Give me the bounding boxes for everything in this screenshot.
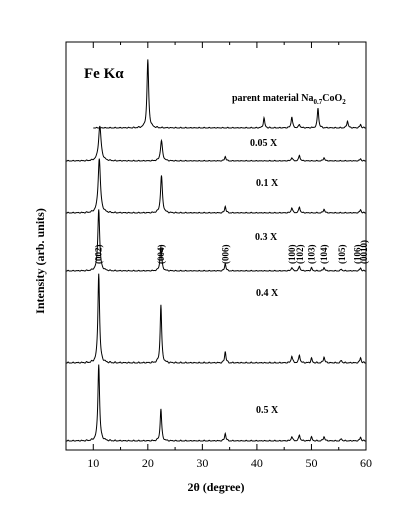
x-axis-label: 2θ (degree) <box>187 480 244 494</box>
trace-label: 0.05 X <box>250 138 278 149</box>
source-annotation: Fe Kα <box>84 66 124 82</box>
hkl-label: (103) <box>307 245 317 265</box>
trace-0 <box>93 59 366 129</box>
hkl-label: (105) <box>337 245 347 265</box>
trace-label: parent material Na0.7CoO2 <box>232 93 346 106</box>
x-tick-label: 50 <box>305 456 317 470</box>
trace-labels: parent material Na0.7CoO2 0.05 X 0.1 X 0.3 … <box>232 93 346 416</box>
hkl-label: (106) <box>352 245 362 265</box>
trace-label: 0.1 X <box>256 178 279 189</box>
trace-4 <box>66 273 366 364</box>
hkl-label: (006) <box>220 245 230 265</box>
trace-label: 0.3 X <box>255 232 278 243</box>
hkl-label: (002) <box>94 245 104 265</box>
trace-label: 0.5 X <box>256 405 279 416</box>
trace-5 <box>66 364 366 442</box>
x-axis-ticks <box>65 42 367 450</box>
x-tick-label: 30 <box>196 456 208 470</box>
hkl-label: (004) <box>156 245 166 265</box>
x-axis-tick-labels: 10 20 30 40 50 60 <box>87 456 372 470</box>
hkl-labels: (002) (004) (006) (100)(102) (103) (104) (105)… <box>94 240 369 264</box>
hkl-label: (100) <box>287 245 297 265</box>
trace-3 <box>66 209 366 272</box>
x-tick-label: 60 <box>360 456 372 470</box>
trace-label: 0.4 X <box>256 288 279 299</box>
xrd-traces <box>66 59 366 442</box>
trace-1 <box>66 125 366 162</box>
trace-2 <box>66 158 366 214</box>
hkl-label: (102) <box>295 245 305 265</box>
hkl-label: (0010) <box>359 240 369 264</box>
x-tick-label: 20 <box>142 456 154 470</box>
plot-frame <box>65 41 367 451</box>
hkl-label: (104) <box>319 245 329 265</box>
x-tick-label: 40 <box>251 456 263 470</box>
x-tick-label: 10 <box>87 456 99 470</box>
y-axis-label: Intensity (arb. units) <box>33 208 47 314</box>
